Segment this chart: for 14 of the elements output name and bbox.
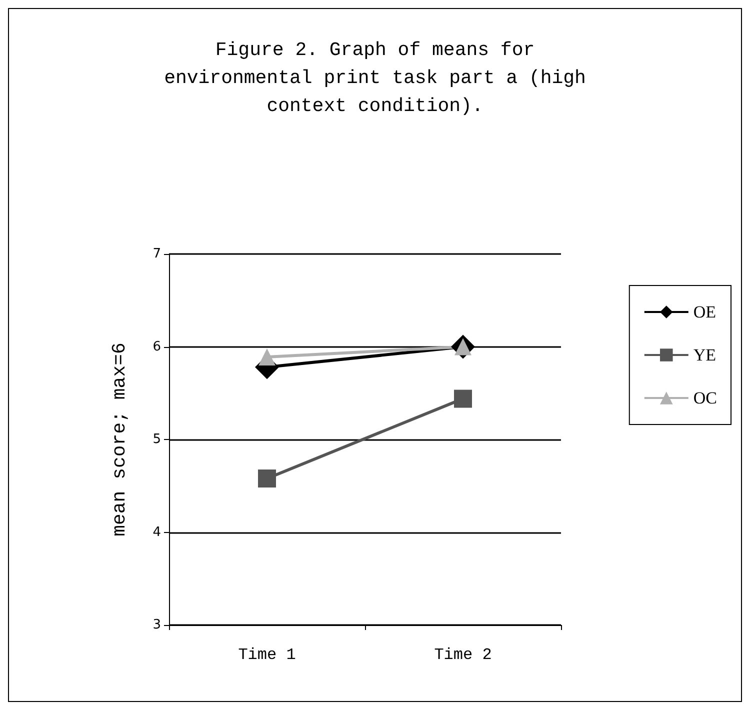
legend-label: OE	[693, 302, 716, 322]
y-tick-label: 6	[152, 339, 161, 354]
y-tick-label: 3	[152, 618, 161, 632]
x-tick-label: Time 2	[434, 646, 492, 664]
legend-label: YE	[693, 346, 716, 364]
x-tick-label: Time 1	[238, 646, 296, 664]
y-tick-label: 7	[152, 246, 161, 262]
chart-title: Figure 2. Graph of means for environmental print task part a (high context condition).	[164, 39, 586, 117]
y-tick-label: 5	[152, 432, 161, 447]
legend-label: OC	[693, 388, 718, 408]
y-tick-label: 4	[152, 524, 161, 540]
point	[454, 390, 472, 408]
point	[258, 469, 276, 488]
y-axis-title: mean score; max=6	[108, 342, 130, 536]
